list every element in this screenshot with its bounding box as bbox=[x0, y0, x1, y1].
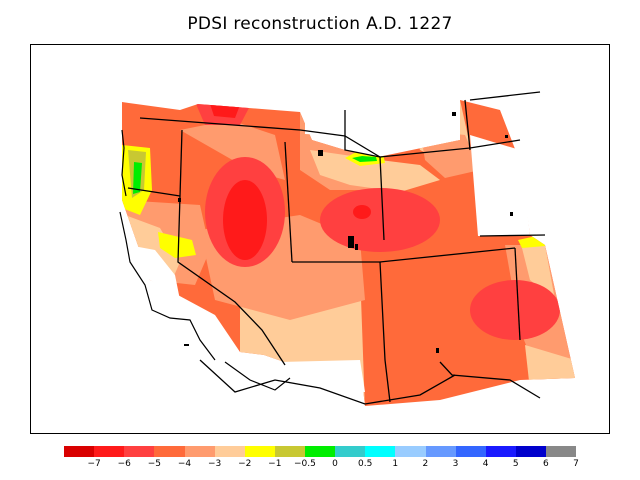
legend-tick-label: −4 bbox=[177, 459, 192, 469]
lake-great-salt bbox=[348, 236, 354, 248]
legend-tick-label: 1 bbox=[392, 459, 399, 469]
legend-tick-label: −2 bbox=[238, 459, 252, 469]
lake-utah bbox=[355, 244, 358, 250]
legend-tick-label: −3 bbox=[207, 459, 222, 469]
legend-swatch bbox=[485, 446, 516, 457]
nodata-plains bbox=[470, 135, 530, 236]
field-severe-ut bbox=[353, 205, 371, 219]
legend-swatch bbox=[395, 446, 426, 457]
legend-swatch bbox=[425, 446, 456, 457]
border-ok-tx bbox=[514, 247, 521, 341]
border-nm-tx bbox=[439, 361, 541, 399]
nodata-ca-coast bbox=[128, 245, 180, 300]
legend-swatch bbox=[305, 446, 336, 457]
state-boundaries bbox=[127, 91, 546, 405]
legend-tick-label: −0.5 bbox=[294, 459, 316, 469]
coast-pacific-north bbox=[121, 129, 127, 197]
border-id bbox=[179, 129, 183, 197]
legend-tick-label: 0 bbox=[332, 459, 338, 469]
lake-yellowstone bbox=[318, 150, 323, 156]
legend-swatch bbox=[184, 446, 215, 457]
border-or-ca bbox=[127, 187, 181, 197]
field-severe-top bbox=[210, 104, 240, 118]
island-channel bbox=[184, 344, 189, 346]
nodata-sonora bbox=[280, 360, 365, 392]
lakes-islands bbox=[178, 112, 513, 353]
map-panel bbox=[30, 44, 610, 434]
coast-pacific bbox=[119, 211, 216, 361]
nodata-mt bbox=[305, 112, 345, 136]
legend-tick-label: 6 bbox=[543, 459, 549, 469]
field-light-north bbox=[310, 150, 440, 192]
lake-sd bbox=[505, 135, 508, 138]
legend-swatch bbox=[244, 446, 275, 457]
legend-tick-labels: −7 −6 −5 −4 −3 −2 −1 −0.5 0 0.5 1 2 3 4 5 6 7 bbox=[64, 459, 579, 471]
legend-swatch bbox=[335, 446, 366, 457]
field-strong-tx bbox=[470, 280, 560, 340]
field-light-east bbox=[520, 240, 555, 300]
field-yellow-ca bbox=[158, 232, 196, 258]
border-nv-ut bbox=[284, 141, 293, 263]
legend-swatch bbox=[94, 446, 125, 457]
field-severe-nv bbox=[223, 180, 267, 260]
pdsi-map bbox=[30, 44, 610, 434]
lake-ne bbox=[510, 212, 513, 216]
legend-color-bar bbox=[64, 446, 577, 457]
legend-tick-label: 5 bbox=[512, 459, 519, 469]
field-strong-ut bbox=[320, 188, 440, 252]
coast-gulf-ca bbox=[224, 361, 291, 391]
color-legend: −7 −6 −5 −4 −3 −2 −1 −0.5 0 0.5 1 2 3 4 5 6 7 bbox=[64, 446, 579, 472]
border-co-nm bbox=[379, 247, 516, 263]
legend-swatch bbox=[154, 446, 185, 457]
no-data-areas bbox=[128, 112, 530, 392]
field-green-nw bbox=[133, 162, 142, 194]
legend-tick-label: −5 bbox=[147, 459, 161, 469]
border-wy bbox=[344, 110, 385, 241]
border-mexico bbox=[199, 359, 456, 405]
lake-nd bbox=[452, 112, 456, 116]
legend-swatch bbox=[64, 446, 95, 457]
legend-swatch bbox=[274, 446, 305, 457]
legend-tick-label: −7 bbox=[87, 459, 101, 469]
legend-tick-label: −1 bbox=[268, 459, 282, 469]
legend-tick-label: 7 bbox=[573, 459, 579, 469]
legend-swatch bbox=[515, 446, 546, 457]
border-nd bbox=[464, 99, 471, 151]
field-green-mt bbox=[352, 156, 377, 162]
border-az-nm bbox=[379, 261, 391, 403]
legend-swatch bbox=[365, 446, 396, 457]
border-ks bbox=[479, 234, 546, 237]
legend-swatch bbox=[214, 446, 245, 457]
lake-az bbox=[436, 348, 439, 353]
legend-tick-label: −6 bbox=[117, 459, 131, 469]
legend-swatch bbox=[124, 446, 155, 457]
legend-tick-label: 3 bbox=[452, 459, 459, 469]
legend-tick-label: 0.5 bbox=[358, 459, 373, 469]
border-north-top bbox=[469, 91, 541, 101]
coastline bbox=[119, 129, 291, 391]
legend-swatch bbox=[455, 446, 486, 457]
lake-tahoe bbox=[178, 198, 181, 202]
border-canada bbox=[139, 117, 521, 158]
border-ca-nv bbox=[177, 195, 286, 366]
legend-tick-label: 2 bbox=[422, 459, 429, 469]
chart-title: PDSI reconstruction A.D. 1227 bbox=[187, 14, 453, 34]
legend-swatch bbox=[546, 446, 577, 457]
legend-tick-label: 4 bbox=[482, 459, 489, 469]
